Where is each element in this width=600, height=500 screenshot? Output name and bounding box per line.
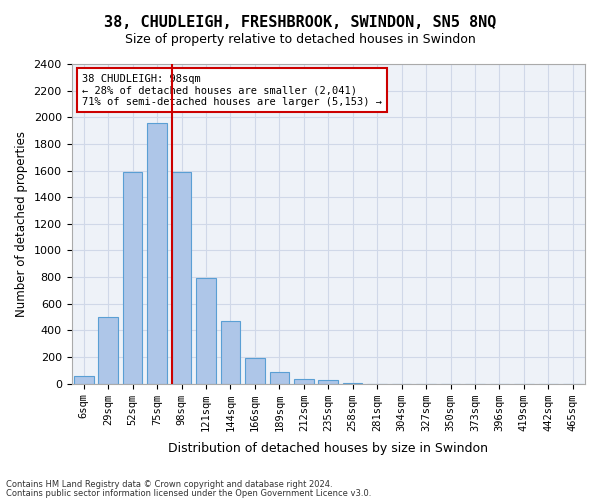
Text: Contains HM Land Registry data © Crown copyright and database right 2024.: Contains HM Land Registry data © Crown c… [6,480,332,489]
Bar [221,321,240,384]
X-axis label: Distribution of detached houses by size in Swindon: Distribution of detached houses by size … [168,442,488,455]
Bar [269,372,289,384]
Bar [98,317,118,384]
Text: 38 CHUDLEIGH: 98sqm
← 28% of detached houses are smaller (2,041)
71% of semi-det: 38 CHUDLEIGH: 98sqm ← 28% of detached ho… [82,74,382,107]
Text: 38, CHUDLEIGH, FRESHBROOK, SWINDON, SN5 8NQ: 38, CHUDLEIGH, FRESHBROOK, SWINDON, SN5 … [104,15,496,30]
Bar [172,172,191,384]
Bar [343,383,362,384]
Y-axis label: Number of detached properties: Number of detached properties [15,131,28,317]
Bar [294,379,314,384]
Bar [74,376,94,384]
Bar [319,380,338,384]
Text: Size of property relative to detached houses in Swindon: Size of property relative to detached ho… [125,32,475,46]
Bar [245,358,265,384]
Bar [196,278,216,384]
Bar [148,122,167,384]
Bar [123,172,142,384]
Text: Contains public sector information licensed under the Open Government Licence v3: Contains public sector information licen… [6,488,371,498]
